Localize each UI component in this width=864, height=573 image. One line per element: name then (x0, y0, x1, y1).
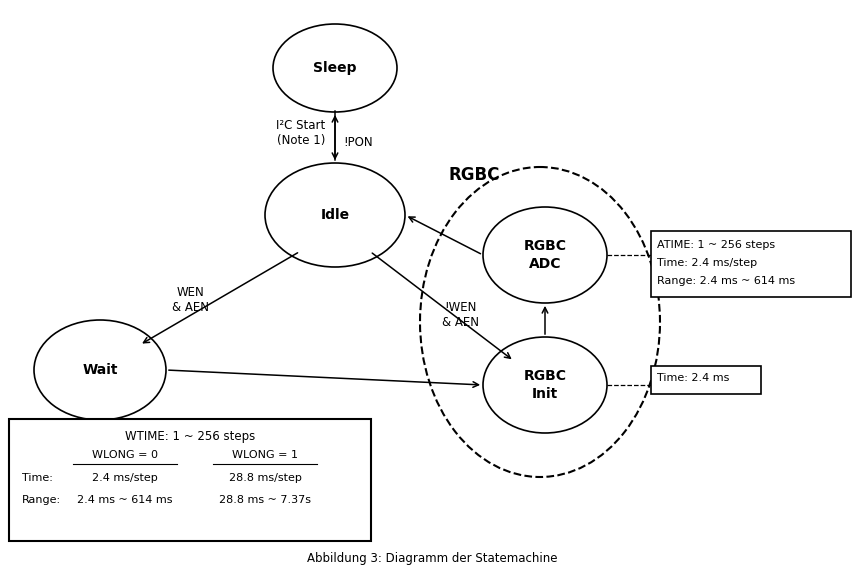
Text: !PON: !PON (343, 136, 372, 149)
Text: RGBC
ADC: RGBC ADC (524, 240, 567, 270)
FancyBboxPatch shape (651, 231, 851, 297)
Text: !WEN
& AEN: !WEN & AEN (442, 301, 479, 329)
Text: RGBC: RGBC (448, 166, 499, 184)
Text: Time: 2.4 ms: Time: 2.4 ms (657, 373, 729, 383)
Ellipse shape (34, 320, 166, 420)
FancyBboxPatch shape (651, 366, 761, 394)
Ellipse shape (483, 207, 607, 303)
Ellipse shape (483, 337, 607, 433)
Text: Idle: Idle (321, 208, 350, 222)
Text: Wait: Wait (82, 363, 118, 377)
Text: 28.8 ms ~ 7.37s: 28.8 ms ~ 7.37s (219, 495, 311, 505)
Text: WLONG = 1: WLONG = 1 (232, 450, 298, 460)
Text: RGBC
Init: RGBC Init (524, 370, 567, 401)
Text: Range: 2.4 ms ~ 614 ms: Range: 2.4 ms ~ 614 ms (657, 276, 795, 286)
Text: Abbildung 3: Diagramm der Statemachine: Abbildung 3: Diagramm der Statemachine (307, 552, 557, 565)
Text: 28.8 ms/step: 28.8 ms/step (229, 473, 302, 483)
Text: Time: 2.4 ms/step: Time: 2.4 ms/step (657, 258, 757, 268)
Text: Range:: Range: (22, 495, 61, 505)
Ellipse shape (265, 163, 405, 267)
FancyBboxPatch shape (9, 419, 371, 541)
Ellipse shape (273, 24, 397, 112)
Text: WEN
& AEN: WEN & AEN (171, 286, 208, 314)
Text: ATIME: 1 ~ 256 steps: ATIME: 1 ~ 256 steps (657, 240, 775, 250)
Text: 2.4 ms/step: 2.4 ms/step (92, 473, 158, 483)
Text: WLONG = 0: WLONG = 0 (92, 450, 158, 460)
Text: Time:: Time: (22, 473, 53, 483)
Text: WTIME: 1 ~ 256 steps: WTIME: 1 ~ 256 steps (125, 430, 255, 443)
Text: Sleep: Sleep (314, 61, 357, 75)
Text: 2.4 ms ~ 614 ms: 2.4 ms ~ 614 ms (77, 495, 173, 505)
Text: I²C Start
(Note 1): I²C Start (Note 1) (276, 119, 325, 147)
